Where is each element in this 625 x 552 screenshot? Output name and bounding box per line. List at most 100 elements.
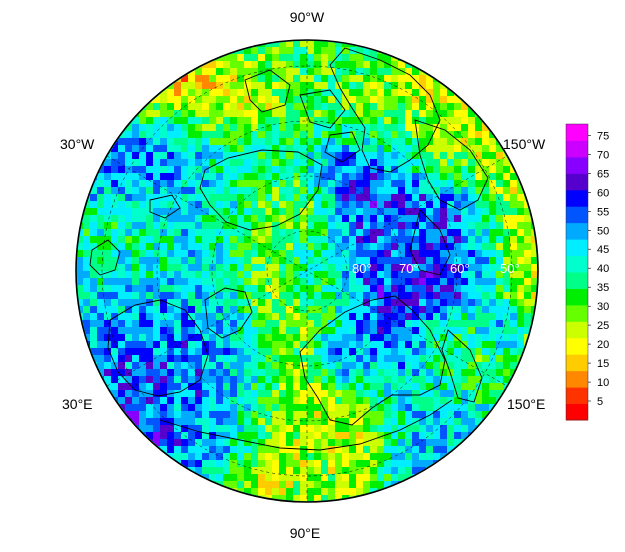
data-cell [405,180,412,187]
data-cell [363,355,370,362]
data-cell [195,250,202,257]
data-cell [328,292,335,299]
data-cell [111,334,118,341]
data-cell [307,194,314,201]
data-cell [181,145,188,152]
data-cell [510,320,517,327]
data-cell [202,264,209,271]
data-cell [251,299,258,306]
data-cell [328,474,335,481]
data-cell [398,145,405,152]
data-cell [279,418,286,425]
data-cell [265,474,272,481]
data-cell [209,362,216,369]
data-cell [531,292,537,299]
data-cell [279,313,286,320]
data-cell [475,390,482,397]
data-cell [377,397,384,404]
data-cell [321,257,328,264]
data-cell [244,446,251,453]
data-cell [244,152,251,159]
data-cell [139,348,146,355]
data-cell [503,334,510,341]
data-cell [433,439,440,446]
data-cell [447,341,454,348]
data-cell [188,320,195,327]
data-cell [77,201,83,208]
data-cell [223,173,230,180]
data-cell [328,201,335,208]
data-cell [398,75,405,82]
data-cell [349,278,356,285]
data-cell [405,229,412,236]
data-cell [440,411,447,418]
data-cell [419,201,426,208]
data-cell [132,222,139,229]
data-cell [307,131,314,138]
data-cell [300,138,307,145]
data-cell [132,159,139,166]
data-cell [104,397,111,404]
data-cell [209,75,216,82]
data-cell [139,411,146,418]
data-cell [174,467,181,474]
data-cell [160,327,167,334]
data-cell [468,418,475,425]
data-cell [342,75,349,82]
coastlines [89,47,489,451]
data-cell [223,61,230,68]
data-cell [265,362,272,369]
data-cell [195,453,202,460]
data-cell [272,124,279,131]
data-cell [188,369,195,376]
data-cell [195,418,202,425]
data-cell [139,250,146,257]
data-cell [174,320,181,327]
data-cell [440,208,447,215]
data-cell [146,418,153,425]
data-cell [237,110,244,117]
data-cell [440,313,447,320]
data-cell [370,61,377,68]
data-cell [97,320,104,327]
data-cell [314,201,321,208]
data-cell [279,467,286,474]
data-cell [398,474,405,481]
data-cell [153,313,160,320]
data-cell [440,348,447,355]
data-cell [146,285,153,292]
data-cell [300,173,307,180]
data-cell [279,397,286,404]
data-cell [181,446,188,453]
data-cell [405,327,412,334]
data-cell [461,208,468,215]
data-cell [195,194,202,201]
data-cell [321,89,328,96]
data-cell [321,180,328,187]
data-cell [307,313,314,320]
data-cell [426,271,433,278]
data-cell [314,152,321,159]
data-cell [279,481,286,488]
data-cell [90,166,97,173]
data-cell [496,215,503,222]
data-cell [209,201,216,208]
data-cell [398,264,405,271]
data-cell [132,145,139,152]
data-cell [356,96,363,103]
data-cell [181,110,188,117]
data-cell [160,390,167,397]
data-cell [300,299,307,306]
data-cell [356,54,363,61]
data-cell [237,68,244,75]
data-cell [370,257,377,264]
data-cell [482,404,489,411]
data-cell [510,313,517,320]
data-cell [349,68,356,75]
data-cell [237,103,244,110]
data-cell [230,481,237,488]
data-cell [370,383,377,390]
data-cell [167,320,174,327]
data-cell [433,264,440,271]
data-cell [342,89,349,96]
